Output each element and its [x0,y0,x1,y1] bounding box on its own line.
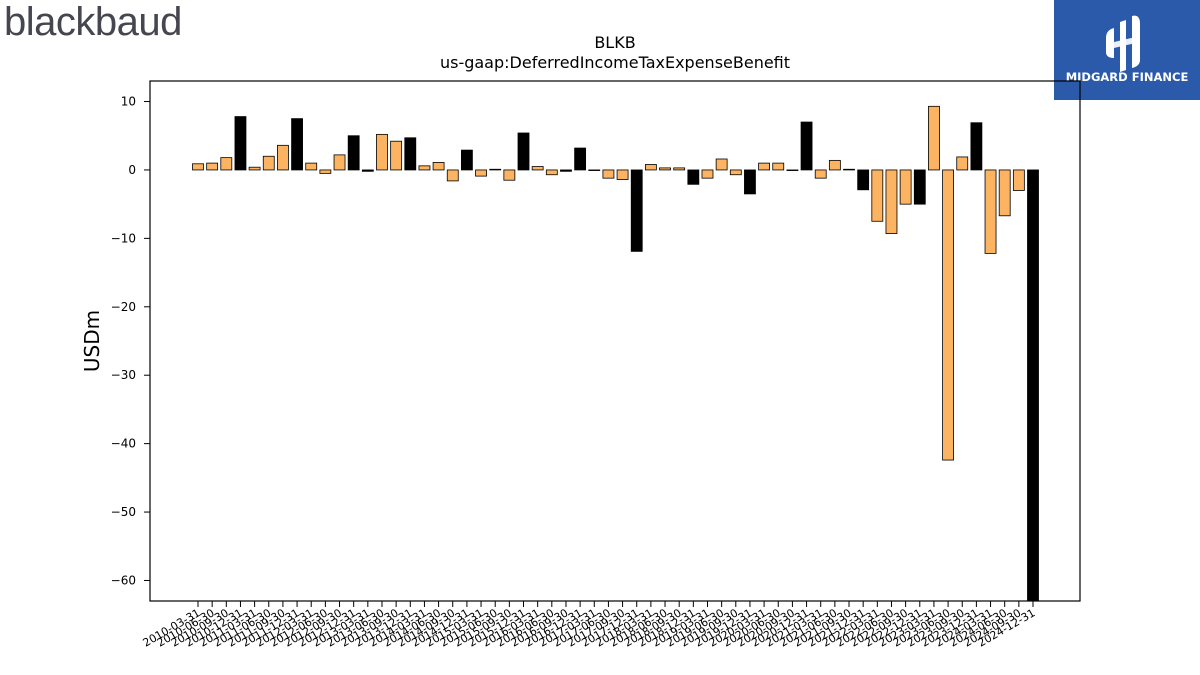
bar-2017-09-30 [616,169,629,180]
bar-2016-03-31 [531,166,544,171]
y-axis: 10 0 −10 −20 −30 −40 −50 −60 [111,95,150,587]
bar-2022-09-30 [899,169,912,205]
bar-2024-09-30 [1012,169,1025,191]
bar-2017-12-31 [630,169,643,252]
bar-2020-03-31 [758,162,770,171]
midgard-emblem-icon [1106,15,1140,72]
plot-area [192,105,1039,602]
bar-2018-06-30 [659,167,671,171]
bar-2011-03-31 [248,166,261,171]
y-tick-label: −50 [111,505,136,519]
bar-2023-12-31 [970,122,983,171]
bar-2016-12-31 [574,147,587,171]
y-tick-label: −20 [111,300,136,314]
bar-2013-06-30 [376,133,388,171]
bar-2013-09-30 [390,140,403,171]
bar-2013-12-31 [404,137,417,171]
y-tick-label: 0 [128,163,136,177]
bar-2024-12-31 [1027,169,1039,602]
bar-2023-09-30 [956,156,969,171]
y-tick-label: −30 [111,368,136,382]
blackbaud-logo: blackbaud [4,0,182,44]
chart-subtitle: us-gaap:DeferredIncomeTaxExpenseBenefit [440,53,790,72]
bar-2010-12-31 [234,116,247,171]
bar-2021-03-31 [814,169,827,179]
bar-2021-06-30 [828,159,841,171]
bar-2018-03-31 [644,164,657,171]
bar-2017-06-30 [602,169,615,179]
bar-2014-03-31 [418,165,431,171]
bar-2016-09-30 [560,169,572,172]
bar-2020-06-30 [772,162,785,171]
y-tick-label: −40 [111,437,136,451]
bar-2014-06-30 [432,162,445,171]
bar-2021-12-31 [857,169,870,191]
midgard-finance-logo: MIDGARD FINANCE [1054,0,1200,100]
bar-2015-03-31 [475,169,487,177]
bar-2010-06-30 [206,162,219,171]
bar-2011-06-30 [262,155,275,171]
bar-2021-09-30 [843,168,855,171]
bar-2012-12-31 [347,135,360,171]
bar-2019-03-31 [701,169,714,179]
bar-2023-03-31 [928,105,940,171]
y-axis-label: USDm [80,310,104,372]
bar-2019-12-31 [744,169,756,195]
chart-title: BLKB [594,33,635,52]
bar-2018-09-30 [673,167,686,171]
bar-2023-06-30 [942,169,954,461]
bar-2015-06-30 [489,168,502,171]
bar-2014-09-30 [446,169,459,182]
midgard-finance-text: MIDGARD FINANCE [1066,70,1189,84]
bar-2017-03-31 [588,169,601,171]
bar-2011-09-30 [277,144,289,171]
bar-2024-03-31 [984,169,997,254]
bar-2012-06-30 [319,169,332,174]
bar-2022-03-31 [871,169,884,222]
y-tick-label: 10 [121,95,136,109]
bar-2012-09-30 [333,154,346,171]
bar-2013-03-31 [361,169,374,172]
x-axis: 2010-03-312010-06-302010-09-302010-12-31… [141,601,1038,650]
y-tick-label: −60 [111,573,136,587]
bar-2016-06-30 [545,169,558,176]
bar-2014-12-31 [460,149,473,171]
plot-frame [149,80,1081,602]
bar-2010-03-31 [192,163,204,171]
bar-2018-12-31 [687,169,700,185]
bar-2024-06-30 [998,169,1011,217]
y-tick-label: −10 [111,231,136,245]
bar-2022-06-30 [885,169,898,234]
bar-2022-12-31 [913,169,926,205]
bar-2010-09-30 [220,157,233,171]
bar-2011-12-31 [291,118,303,171]
bar-2019-06-30 [715,158,728,171]
bar-2015-12-31 [517,132,530,171]
bar-2020-12-31 [800,121,813,171]
bar-2020-09-30 [786,169,799,171]
bar-2015-09-30 [503,169,516,181]
bar-2019-09-30 [729,169,742,176]
bar-2012-03-31 [305,162,318,171]
